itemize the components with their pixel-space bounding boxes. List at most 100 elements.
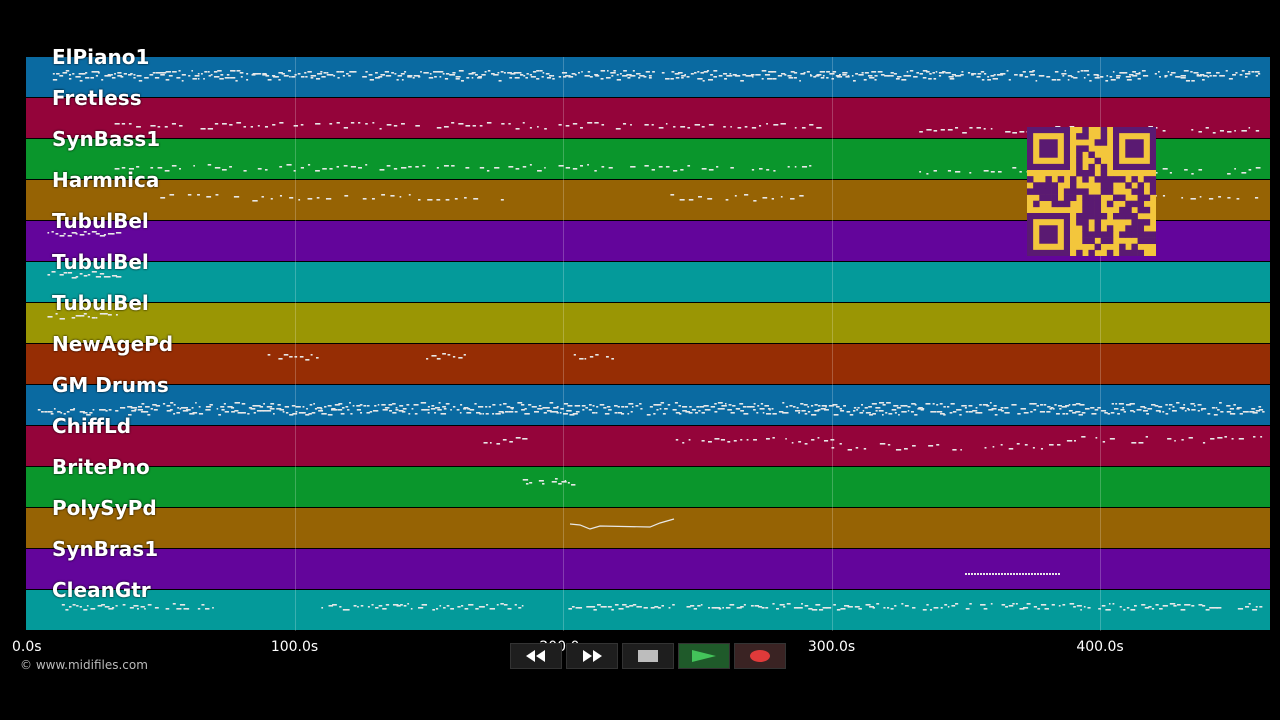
note-mark [635, 405, 639, 407]
note-mark [538, 405, 542, 407]
note-mark [798, 441, 802, 443]
note-mark [1016, 573, 1018, 575]
note-mark [750, 605, 754, 607]
note-mark [607, 606, 612, 608]
note-mark [734, 195, 737, 197]
note-mark [697, 78, 703, 80]
note-mark [718, 608, 722, 610]
note-mark [1083, 77, 1086, 79]
note-mark [607, 70, 609, 72]
note-mark [192, 78, 197, 80]
note-mark [404, 71, 407, 73]
note-mark [395, 407, 398, 409]
note-mark [1112, 603, 1115, 605]
note-mark [357, 606, 359, 608]
stop-button[interactable] [622, 643, 674, 669]
record-button[interactable] [734, 643, 786, 669]
note-mark [604, 413, 610, 415]
note-mark [818, 609, 824, 611]
note-mark [367, 606, 370, 608]
note-mark [793, 72, 798, 74]
note-mark [529, 164, 532, 166]
note-mark [536, 78, 540, 80]
note-mark [1162, 411, 1165, 413]
note-mark [687, 165, 691, 167]
note-mark [1199, 74, 1205, 76]
note-mark [452, 356, 456, 358]
note-mark [413, 404, 419, 406]
note-mark [897, 76, 902, 78]
note-mark [395, 409, 399, 411]
note-mark [379, 169, 385, 171]
note-mark [656, 409, 659, 411]
note-mark [852, 80, 856, 82]
note-mark [1073, 77, 1078, 79]
track-lane [26, 549, 1270, 590]
note-mark [601, 124, 605, 126]
note-mark [1075, 403, 1081, 405]
note-mark [253, 412, 256, 414]
note-mark [305, 359, 310, 361]
track-name: TubulBel [52, 291, 149, 315]
note-mark [907, 406, 911, 408]
note-mark [875, 407, 881, 409]
note-mark [341, 407, 345, 409]
note-mark [454, 198, 458, 200]
note-mark [967, 72, 971, 74]
note-mark [986, 405, 990, 407]
note-mark [773, 124, 779, 126]
note-mark [1181, 197, 1184, 199]
note-mark [1050, 407, 1054, 409]
note-mark [997, 409, 1003, 411]
fast-forward-button[interactable] [566, 643, 618, 669]
note-mark [1226, 405, 1231, 407]
note-mark [79, 273, 83, 275]
note-mark [197, 194, 200, 196]
note-mark [563, 76, 567, 78]
note-mark [515, 437, 521, 439]
note-mark [773, 170, 776, 172]
note-mark [972, 410, 978, 412]
note-mark [169, 409, 173, 411]
note-mark [267, 354, 271, 356]
note-mark [630, 411, 633, 413]
note-mark [154, 607, 159, 609]
note-mark [984, 447, 987, 449]
note-mark [360, 605, 364, 607]
note-mark [233, 70, 236, 72]
note-mark [769, 409, 771, 411]
note-mark [658, 127, 664, 129]
note-mark [1119, 606, 1122, 608]
note-mark [757, 405, 760, 407]
note-mark [526, 73, 529, 75]
note-mark [90, 77, 94, 79]
note-mark [594, 122, 599, 124]
note-mark [284, 406, 290, 408]
note-mark [353, 605, 357, 607]
note-mark [971, 73, 977, 75]
note-mark [1162, 195, 1166, 197]
note-mark [900, 405, 905, 407]
note-mark [164, 126, 168, 128]
note-mark [529, 482, 533, 484]
note-mark [980, 71, 985, 73]
note-mark [1219, 130, 1224, 132]
note-mark [334, 404, 340, 406]
note-mark [356, 409, 361, 411]
note-mark [187, 608, 190, 610]
note-mark [259, 406, 264, 408]
rewind-button[interactable] [510, 643, 562, 669]
note-mark [789, 405, 793, 407]
note-mark [320, 71, 323, 73]
note-mark [332, 604, 337, 606]
note-mark [266, 406, 273, 408]
note-mark [1004, 407, 1009, 409]
note-mark [1255, 167, 1261, 169]
note-mark [1012, 603, 1015, 605]
note-mark [665, 123, 668, 125]
play-button[interactable] [678, 643, 730, 669]
note-mark [1110, 79, 1116, 81]
note-mark [764, 74, 771, 76]
track-name: BritePno [52, 455, 150, 479]
note-mark [711, 607, 716, 609]
